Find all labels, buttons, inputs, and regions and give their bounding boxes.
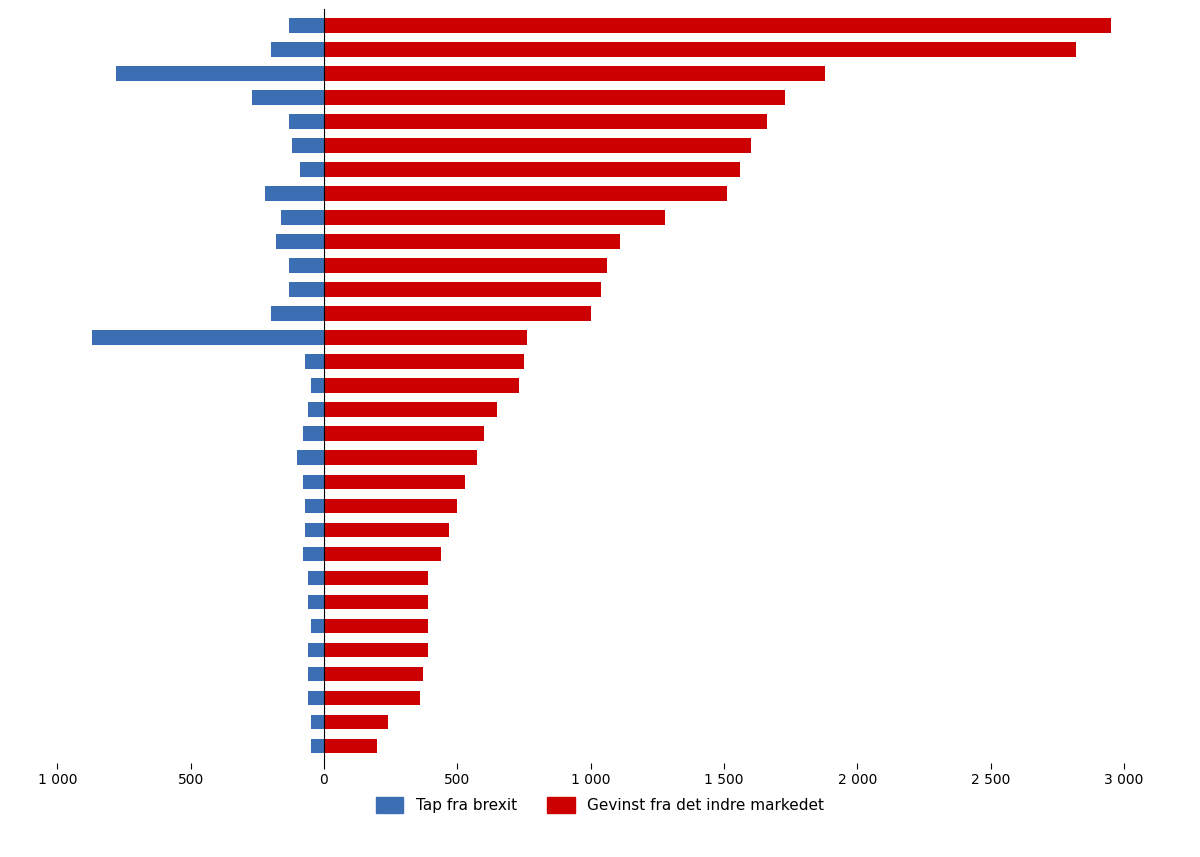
Legend: Tap fra brexit, Gevinst fra det indre markedet: Tap fra brexit, Gevinst fra det indre ma… bbox=[370, 791, 830, 819]
Bar bbox=[324, 210, 665, 225]
Bar bbox=[308, 691, 324, 705]
Bar bbox=[271, 42, 324, 57]
Bar bbox=[324, 234, 620, 249]
Bar bbox=[302, 547, 324, 561]
Bar bbox=[324, 379, 518, 393]
Bar bbox=[324, 643, 428, 657]
Bar bbox=[311, 715, 324, 729]
Bar bbox=[292, 138, 324, 153]
Bar bbox=[324, 571, 428, 585]
Bar bbox=[289, 258, 324, 273]
Bar bbox=[289, 18, 324, 33]
Bar bbox=[265, 186, 324, 201]
Bar bbox=[311, 739, 324, 753]
Bar bbox=[308, 667, 324, 681]
Bar bbox=[324, 66, 826, 81]
Bar bbox=[324, 595, 428, 609]
Bar bbox=[324, 138, 751, 153]
Bar bbox=[324, 475, 466, 489]
Bar bbox=[324, 667, 422, 681]
Bar bbox=[324, 715, 388, 729]
Bar bbox=[324, 307, 590, 321]
Bar bbox=[324, 282, 601, 297]
Bar bbox=[308, 595, 324, 609]
Bar bbox=[324, 739, 377, 753]
Bar bbox=[300, 162, 324, 177]
Bar bbox=[302, 427, 324, 440]
Bar bbox=[324, 162, 740, 177]
Bar bbox=[324, 114, 767, 129]
Bar bbox=[324, 90, 785, 105]
Bar bbox=[324, 403, 497, 417]
Bar bbox=[324, 355, 524, 369]
Bar bbox=[324, 186, 727, 201]
Bar bbox=[324, 523, 449, 537]
Bar bbox=[324, 451, 478, 464]
Bar bbox=[252, 90, 324, 105]
Bar bbox=[305, 355, 324, 369]
Bar bbox=[271, 307, 324, 321]
Bar bbox=[324, 691, 420, 705]
Bar bbox=[324, 42, 1076, 57]
Bar bbox=[289, 282, 324, 297]
Bar bbox=[305, 523, 324, 537]
Bar bbox=[324, 427, 484, 440]
Bar bbox=[324, 258, 607, 273]
Bar bbox=[308, 643, 324, 657]
Bar bbox=[116, 66, 324, 81]
Bar bbox=[324, 331, 527, 345]
Bar bbox=[308, 571, 324, 585]
Bar bbox=[324, 499, 457, 513]
Bar bbox=[324, 619, 428, 633]
Bar bbox=[302, 475, 324, 489]
Bar bbox=[324, 18, 1111, 33]
Bar bbox=[324, 547, 442, 561]
Bar bbox=[276, 234, 324, 249]
Bar bbox=[305, 499, 324, 513]
Bar bbox=[311, 619, 324, 633]
Bar bbox=[308, 403, 324, 417]
Bar bbox=[281, 210, 324, 225]
Bar bbox=[298, 451, 324, 464]
Bar bbox=[311, 379, 324, 393]
Bar bbox=[289, 114, 324, 129]
Bar bbox=[92, 331, 324, 345]
